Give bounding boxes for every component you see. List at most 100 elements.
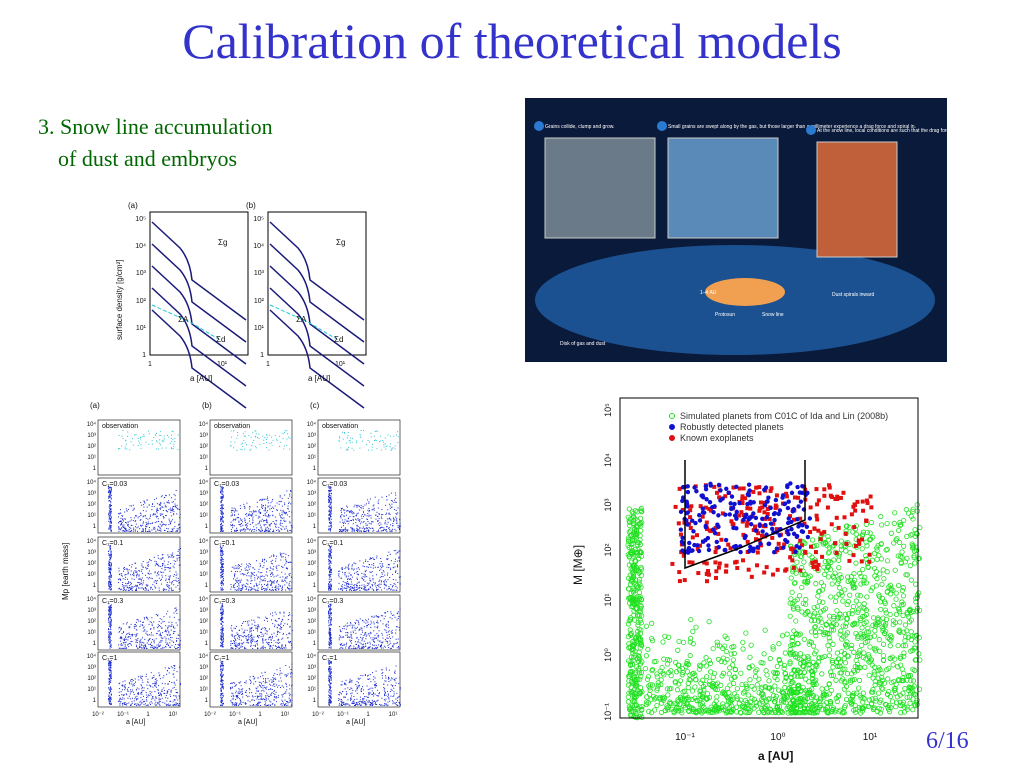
dot	[154, 528, 156, 530]
dot	[275, 696, 277, 698]
dot	[148, 504, 150, 506]
dot	[162, 506, 164, 508]
dot	[374, 439, 376, 441]
dot	[379, 524, 381, 526]
dot	[359, 589, 361, 591]
dot	[145, 647, 147, 649]
dot	[141, 584, 143, 586]
dot	[381, 567, 383, 569]
dot	[124, 511, 126, 513]
dot	[399, 583, 401, 585]
dot	[170, 690, 172, 692]
dot	[272, 644, 274, 646]
dot	[330, 511, 332, 513]
dot	[356, 577, 358, 579]
dot	[271, 633, 273, 635]
dot	[141, 679, 143, 681]
dot	[265, 627, 267, 629]
dot	[272, 581, 274, 583]
dot	[165, 694, 167, 696]
dot	[330, 569, 332, 571]
dot	[275, 530, 277, 532]
dot	[396, 564, 398, 566]
dot	[359, 560, 361, 562]
dot	[270, 639, 272, 641]
dot	[129, 527, 131, 529]
dot	[221, 528, 223, 530]
dot	[110, 511, 112, 513]
dot	[375, 587, 377, 589]
dot	[170, 626, 172, 628]
dot	[386, 445, 388, 447]
dot	[153, 528, 155, 530]
dot	[329, 577, 331, 579]
dot	[134, 589, 136, 591]
dot	[109, 605, 111, 607]
dot	[382, 566, 384, 568]
dot	[256, 585, 258, 587]
dot	[221, 635, 223, 637]
dot	[220, 668, 222, 670]
dot	[135, 625, 137, 627]
dot	[348, 568, 350, 570]
dot	[271, 689, 273, 691]
dot	[249, 514, 251, 516]
dot	[250, 630, 252, 632]
dot	[256, 527, 258, 529]
dot	[279, 612, 281, 614]
dot	[341, 568, 343, 570]
dot	[108, 632, 110, 634]
dot	[221, 700, 223, 702]
dot	[122, 644, 124, 646]
dot	[338, 529, 340, 531]
dot	[262, 587, 264, 589]
dot	[381, 526, 383, 528]
dot	[126, 529, 128, 531]
dot	[168, 524, 170, 526]
dot	[242, 521, 244, 523]
dot	[329, 633, 331, 635]
dot	[361, 440, 363, 442]
dot	[237, 633, 239, 635]
dot	[269, 683, 271, 685]
dot	[110, 678, 112, 680]
dot	[108, 639, 110, 641]
dot	[121, 445, 123, 447]
dot	[368, 441, 370, 443]
dot	[108, 528, 110, 530]
dot	[161, 520, 163, 522]
dot	[222, 611, 224, 613]
dot	[242, 636, 244, 638]
dot	[233, 703, 235, 705]
dot	[148, 684, 150, 686]
dot	[355, 442, 357, 444]
dot	[220, 612, 222, 614]
dot	[110, 704, 112, 706]
dot	[108, 698, 110, 700]
dot	[129, 626, 131, 628]
dot	[278, 680, 280, 682]
dot	[245, 682, 247, 684]
dot	[221, 611, 223, 613]
dot	[330, 512, 332, 514]
dot	[161, 697, 163, 699]
dot	[171, 623, 173, 625]
dot	[124, 644, 126, 646]
dot	[362, 510, 364, 512]
dot	[343, 432, 345, 434]
dot	[222, 604, 224, 606]
dot	[399, 513, 401, 515]
label: 10¹	[281, 712, 290, 718]
dot	[377, 584, 379, 586]
dot	[287, 587, 289, 589]
dot	[122, 515, 124, 517]
dot	[330, 617, 332, 619]
dot	[372, 521, 374, 523]
dot	[132, 697, 134, 699]
dot	[118, 683, 120, 685]
dot	[221, 576, 223, 578]
dot	[291, 581, 293, 583]
dot	[383, 444, 385, 446]
dot	[285, 692, 287, 694]
step-icon	[534, 121, 544, 131]
